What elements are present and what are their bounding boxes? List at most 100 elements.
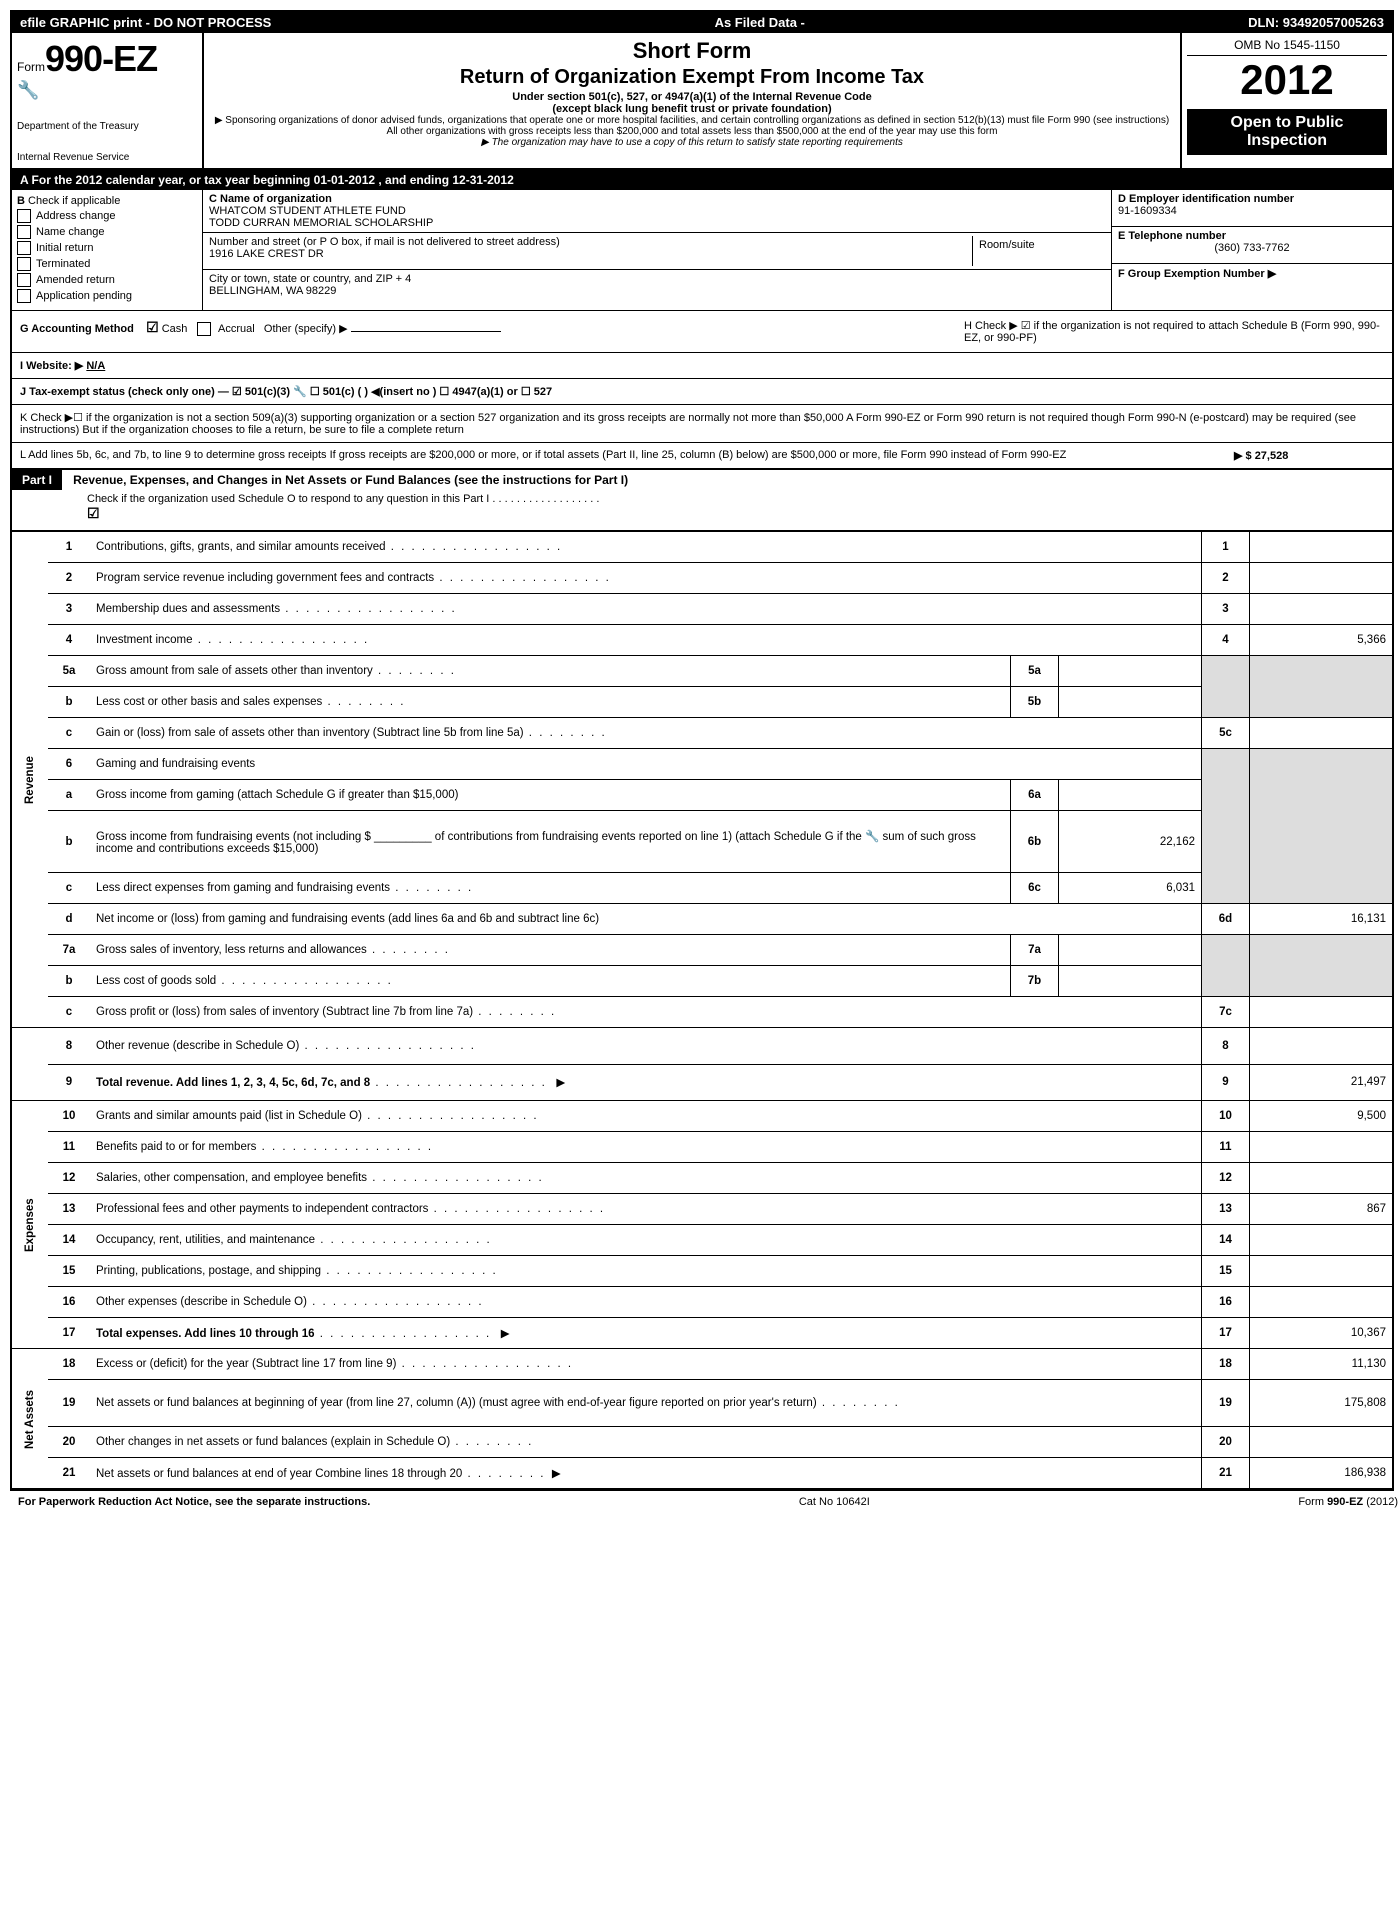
city-label: City or town, state or country, and ZIP … — [209, 273, 1105, 285]
line-i: I Website: ▶ N/A — [12, 353, 1392, 379]
open-to-public: Open to Public Inspection — [1187, 109, 1387, 155]
l14-fn: 14 — [1202, 1225, 1250, 1256]
top-bar: efile GRAPHIC print - DO NOT PROCESS As … — [12, 12, 1392, 33]
footer-left: For Paperwork Reduction Act Notice, see … — [18, 1496, 370, 1508]
ein-val: 91-1609334 — [1118, 205, 1386, 217]
l17-fn: 17 — [1202, 1318, 1250, 1349]
l6d-num: d — [48, 904, 90, 935]
lines-table: Revenue 1 Contributions, gifts, grants, … — [12, 531, 1392, 1489]
ein-block: D Employer identification number 91-1609… — [1112, 190, 1392, 227]
l18-num: 18 — [48, 1349, 90, 1380]
l12-fn: 12 — [1202, 1163, 1250, 1194]
section-b-c-d: B Check if applicable Address change Nam… — [12, 190, 1392, 311]
line-h: H Check ▶ ☑ if the organization is not r… — [964, 319, 1384, 344]
note-1: ▶ Sponsoring organizations of donor advi… — [214, 115, 1170, 126]
l9-desc: Total revenue. Add lines 1, 2, 3, 4, 5c,… — [90, 1064, 1202, 1101]
l7c-num: c — [48, 997, 90, 1028]
form-prefix: Form — [17, 60, 45, 74]
l6-greyv — [1250, 749, 1393, 904]
l1-desc: Contributions, gifts, grants, and simila… — [90, 532, 1202, 563]
l1-fv — [1250, 532, 1393, 563]
l20-num: 20 — [48, 1427, 90, 1458]
l13-fn: 13 — [1202, 1194, 1250, 1225]
l6a-desc: Gross income from gaming (attach Schedul… — [90, 780, 1011, 811]
city-val: BELLINGHAM, WA 98229 — [209, 285, 1105, 297]
cb-name[interactable]: Name change — [17, 225, 197, 239]
line-l: L Add lines 5b, 6c, and 7b, to line 9 to… — [12, 443, 1392, 468]
cb-terminated[interactable]: Terminated — [17, 257, 197, 271]
l1-fn: 1 — [1202, 532, 1250, 563]
l7b-desc: Less cost of goods sold — [90, 966, 1011, 997]
l7c-desc: Gross profit or (loss) from sales of inv… — [90, 997, 1202, 1028]
cb-initial[interactable]: Initial return — [17, 241, 197, 255]
l19-fv: 175,808 — [1250, 1380, 1393, 1427]
empty-side2 — [12, 1064, 48, 1101]
l7a-sv — [1059, 935, 1202, 966]
l5a-num: 5a — [48, 656, 90, 687]
l4-fn: 4 — [1202, 625, 1250, 656]
l12-fv — [1250, 1163, 1393, 1194]
phone-block: E Telephone number (360) 733-7762 — [1112, 227, 1392, 264]
l7b-num: b — [48, 966, 90, 997]
l6a-sn: 6a — [1011, 780, 1059, 811]
l7c-fn: 7c — [1202, 997, 1250, 1028]
l15-desc: Printing, publications, postage, and shi… — [90, 1256, 1202, 1287]
l20-fn: 20 — [1202, 1427, 1250, 1458]
l5c-fv — [1250, 718, 1393, 749]
l6b-sv: 22,162 — [1059, 811, 1202, 873]
l18-fn: 18 — [1202, 1349, 1250, 1380]
empty-side — [12, 1028, 48, 1065]
city-block: City or town, state or country, and ZIP … — [203, 270, 1111, 306]
l8-fv — [1250, 1028, 1393, 1065]
form-header: Form990-EZ 🔧 Department of the Treasury … — [12, 33, 1392, 170]
netassets-side-label: Net Assets — [12, 1349, 48, 1489]
l15-num: 15 — [48, 1256, 90, 1287]
g-label: G Accounting Method — [20, 323, 134, 335]
header-center: Short Form Return of Organization Exempt… — [204, 33, 1180, 168]
l2-fv — [1250, 563, 1393, 594]
l6b-num: b — [48, 811, 90, 873]
l10-fn: 10 — [1202, 1101, 1250, 1132]
footer: For Paperwork Reduction Act Notice, see … — [10, 1491, 1400, 1513]
l10-num: 10 — [48, 1101, 90, 1132]
l6a-num: a — [48, 780, 90, 811]
dept-treasury: Department of the Treasury — [17, 121, 197, 132]
l18-fv: 11,130 — [1250, 1349, 1393, 1380]
l-val: ▶ $ 27,528 — [1234, 449, 1384, 462]
l20-desc: Other changes in net assets or fund bala… — [90, 1427, 1202, 1458]
l21-desc: Net assets or fund balances at end of ye… — [90, 1458, 1202, 1489]
l4-fv: 5,366 — [1250, 625, 1393, 656]
l17-fv: 10,367 — [1250, 1318, 1393, 1349]
l3-num: 3 — [48, 594, 90, 625]
l16-num: 16 — [48, 1287, 90, 1318]
line-g-h: G Accounting Method ☑ Cash Accrual Other… — [12, 311, 1392, 353]
l5-grey — [1202, 656, 1250, 718]
l5b-num: b — [48, 687, 90, 718]
part1-title: Revenue, Expenses, and Changes in Net As… — [73, 473, 628, 487]
l15-fn: 15 — [1202, 1256, 1250, 1287]
room-suite: Room/suite — [972, 236, 1105, 266]
header-right: OMB No 1545-1150 2012 Open to Public Ins… — [1180, 33, 1392, 168]
form-title: Return of Organization Exempt From Incom… — [214, 66, 1170, 89]
l16-fn: 16 — [1202, 1287, 1250, 1318]
phone-val: (360) 733-7762 — [1118, 242, 1386, 254]
l19-desc: Net assets or fund balances at beginning… — [90, 1380, 1202, 1427]
l11-desc: Benefits paid to or for members — [90, 1132, 1202, 1163]
cb-address[interactable]: Address change — [17, 209, 197, 223]
l9-fv: 21,497 — [1250, 1064, 1393, 1101]
check-if: Check if applicable — [28, 195, 120, 207]
cb-amended[interactable]: Amended return — [17, 273, 197, 287]
l6c-sv: 6,031 — [1059, 873, 1202, 904]
l5c-num: c — [48, 718, 90, 749]
footer-right: Form Form 990-EZ (2012)990-EZ (2012) — [1298, 1496, 1398, 1508]
l5b-desc: Less cost or other basis and sales expen… — [90, 687, 1011, 718]
form-number: 990-EZ — [45, 38, 157, 79]
i-label: I Website: ▶ — [20, 360, 83, 372]
l5-greyv — [1250, 656, 1393, 718]
l7a-num: 7a — [48, 935, 90, 966]
l7b-sn: 7b — [1011, 966, 1059, 997]
l11-fv — [1250, 1132, 1393, 1163]
org-name-2: TODD CURRAN MEMORIAL SCHOLARSHIP — [209, 217, 1105, 229]
l7-greyv — [1250, 935, 1393, 997]
cb-pending[interactable]: Application pending — [17, 289, 197, 303]
